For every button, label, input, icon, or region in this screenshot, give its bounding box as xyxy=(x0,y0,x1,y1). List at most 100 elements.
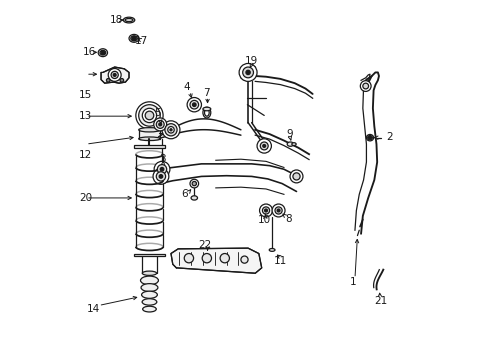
Circle shape xyxy=(274,207,282,214)
Text: 18: 18 xyxy=(110,15,123,25)
Circle shape xyxy=(156,121,164,129)
Circle shape xyxy=(262,207,269,214)
Text: 16: 16 xyxy=(83,47,96,57)
Ellipse shape xyxy=(100,50,105,55)
Circle shape xyxy=(167,127,174,133)
Circle shape xyxy=(159,123,162,126)
Circle shape xyxy=(241,256,247,263)
Circle shape xyxy=(159,175,163,178)
Circle shape xyxy=(202,253,211,263)
Ellipse shape xyxy=(142,306,156,312)
Text: 13: 13 xyxy=(79,111,92,121)
Circle shape xyxy=(145,111,153,120)
Circle shape xyxy=(262,144,265,147)
Circle shape xyxy=(192,103,196,107)
Text: 5: 5 xyxy=(154,108,161,118)
Text: 1: 1 xyxy=(349,277,356,287)
Ellipse shape xyxy=(123,17,135,23)
Circle shape xyxy=(154,161,169,177)
Text: 6: 6 xyxy=(181,189,187,199)
Circle shape xyxy=(259,204,272,217)
Ellipse shape xyxy=(129,35,139,42)
Circle shape xyxy=(164,124,177,136)
Circle shape xyxy=(113,73,116,76)
Text: 11: 11 xyxy=(273,256,286,266)
Text: 10: 10 xyxy=(258,215,270,225)
Circle shape xyxy=(106,78,110,82)
Text: 17: 17 xyxy=(135,36,148,46)
Text: 20: 20 xyxy=(79,193,92,203)
Ellipse shape xyxy=(204,109,209,116)
Circle shape xyxy=(184,253,193,263)
Circle shape xyxy=(277,209,280,212)
Text: 22: 22 xyxy=(198,239,211,249)
Text: 9: 9 xyxy=(285,129,292,139)
Ellipse shape xyxy=(98,49,107,57)
Circle shape xyxy=(153,168,168,184)
Text: 21: 21 xyxy=(373,296,386,306)
Circle shape xyxy=(162,121,180,139)
Polygon shape xyxy=(171,248,261,273)
Ellipse shape xyxy=(140,276,158,285)
Circle shape xyxy=(264,209,267,212)
Polygon shape xyxy=(101,67,129,83)
Ellipse shape xyxy=(286,142,293,146)
Ellipse shape xyxy=(142,299,157,305)
Text: 4: 4 xyxy=(183,82,190,93)
Circle shape xyxy=(108,68,121,81)
Circle shape xyxy=(360,81,370,91)
Circle shape xyxy=(169,129,172,131)
Polygon shape xyxy=(139,130,160,139)
Ellipse shape xyxy=(367,135,371,140)
Circle shape xyxy=(160,167,163,171)
Circle shape xyxy=(260,142,267,150)
Circle shape xyxy=(192,181,196,186)
Ellipse shape xyxy=(366,134,373,141)
Circle shape xyxy=(220,253,229,263)
Circle shape xyxy=(111,71,118,78)
Circle shape xyxy=(245,70,250,75)
Circle shape xyxy=(242,67,253,78)
Ellipse shape xyxy=(141,284,158,292)
Circle shape xyxy=(101,51,104,54)
Circle shape xyxy=(142,108,156,123)
Text: 19: 19 xyxy=(244,56,258,66)
Circle shape xyxy=(187,98,201,112)
Ellipse shape xyxy=(142,291,157,298)
Text: 8: 8 xyxy=(285,215,291,224)
Text: 12: 12 xyxy=(79,150,92,160)
Text: 14: 14 xyxy=(87,304,101,314)
Ellipse shape xyxy=(139,137,160,140)
Circle shape xyxy=(190,179,198,188)
Circle shape xyxy=(132,36,136,41)
Circle shape xyxy=(153,118,166,131)
Text: 3: 3 xyxy=(159,154,165,164)
Circle shape xyxy=(292,173,300,180)
Ellipse shape xyxy=(125,18,133,22)
Circle shape xyxy=(156,172,165,181)
Polygon shape xyxy=(241,65,255,80)
Circle shape xyxy=(257,139,271,153)
Ellipse shape xyxy=(139,128,160,132)
Text: 7: 7 xyxy=(203,88,209,98)
Circle shape xyxy=(136,102,163,129)
Text: 2: 2 xyxy=(386,132,392,142)
Circle shape xyxy=(289,170,303,183)
Polygon shape xyxy=(134,253,164,256)
Circle shape xyxy=(368,136,371,139)
Text: 15: 15 xyxy=(79,90,92,100)
Ellipse shape xyxy=(269,248,274,251)
Ellipse shape xyxy=(191,196,197,200)
Ellipse shape xyxy=(203,107,210,111)
Circle shape xyxy=(157,165,166,174)
Circle shape xyxy=(120,78,123,82)
Circle shape xyxy=(271,204,285,217)
Circle shape xyxy=(190,100,198,109)
Circle shape xyxy=(139,105,160,126)
Ellipse shape xyxy=(203,107,210,118)
Ellipse shape xyxy=(291,143,296,145)
Circle shape xyxy=(362,83,368,89)
Circle shape xyxy=(239,63,257,81)
Polygon shape xyxy=(134,145,164,148)
Ellipse shape xyxy=(131,36,137,41)
